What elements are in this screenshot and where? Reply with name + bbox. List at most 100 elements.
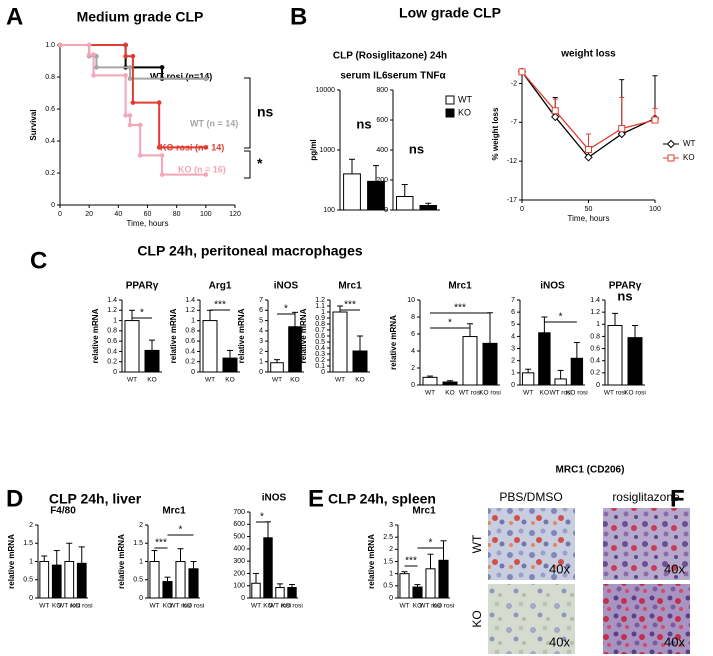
point: [618, 125, 626, 133]
x-tick-label: 100: [200, 211, 212, 218]
y-tick-label: 2: [389, 546, 393, 553]
y-tick-label: 2: [411, 365, 415, 372]
chart-title: serum TNFα: [387, 71, 446, 82]
bar: [462, 336, 478, 386]
column-label: rosiglitazone: [612, 490, 680, 504]
chart-title: serum IL6: [340, 71, 388, 82]
y-tick-label: 100: [323, 207, 335, 214]
point: [123, 53, 128, 59]
chart-title: PPARγ: [609, 281, 642, 292]
x-tick-label: KO: [540, 390, 549, 397]
x-axis-label: Time, hours: [127, 219, 169, 228]
y-tick-label: 0.9: [315, 315, 325, 322]
x-tick-label: 20: [85, 211, 93, 218]
point: [156, 145, 162, 150]
y-tick-label: 1.4: [185, 297, 195, 304]
bar: [162, 581, 173, 599]
x-tick-label: WT rosi: [419, 603, 441, 610]
y-tick-label: 1: [29, 558, 33, 565]
point: [159, 172, 165, 177]
bar: [412, 586, 423, 599]
x-tick-label: KO rosi: [71, 603, 93, 610]
point: [127, 76, 133, 81]
y-axis-label: relative mRNA: [7, 534, 16, 589]
point: [127, 122, 133, 128]
y-tick-label: 0.8: [185, 328, 195, 335]
y-tick-label: 6: [411, 331, 415, 338]
significance-label: *: [284, 304, 288, 315]
point: [584, 153, 593, 162]
point: [130, 53, 136, 59]
bar: [51, 564, 62, 599]
y-tick-label: 5: [511, 321, 515, 328]
chart-title: PPARγ: [126, 281, 159, 292]
y-tick-label: 0.3: [315, 351, 325, 358]
y-tick-label: 0.5: [133, 577, 143, 584]
y-tick-label: 1: [596, 321, 600, 328]
y-tick-label: 3: [511, 345, 515, 352]
y-tick-label: 1.2: [185, 307, 195, 314]
y-tick-label: 1.0: [45, 42, 55, 49]
y-tick-label: 2: [29, 522, 33, 529]
x-tick-label: WT rosi: [604, 390, 626, 397]
micrograph: [488, 508, 575, 580]
point: [86, 42, 92, 48]
column-label: PBS/DMSO: [499, 490, 562, 504]
chart-title: weight loss: [560, 49, 616, 60]
chart-title: Mrc1: [338, 281, 362, 292]
legend-swatch: [445, 95, 455, 105]
y-tick-label: -7: [511, 119, 517, 126]
point: [551, 107, 559, 115]
significance-label: *: [140, 308, 144, 319]
x-tick-label: 0: [520, 206, 524, 213]
x-tick-label: 80: [173, 211, 181, 218]
chart-title: F4/80: [50, 506, 76, 517]
legend-label: WT: [683, 139, 696, 148]
x-axis-label: Time, hours: [568, 214, 610, 223]
y-tick-label: 0.5: [383, 583, 393, 590]
y-tick-label: 4: [411, 348, 415, 355]
y-tick-label: 6: [259, 307, 263, 314]
micrograph: [603, 584, 690, 654]
bar: [288, 326, 302, 373]
point: [203, 145, 209, 150]
x-tick-label: WT: [425, 390, 435, 397]
x-tick-label: KO: [147, 377, 156, 384]
bar: [554, 378, 567, 386]
chart-title: iNOS: [262, 493, 287, 504]
y-tick-label: 1.5: [383, 558, 393, 565]
bar: [399, 573, 410, 599]
bar: [124, 320, 140, 373]
bar: [76, 562, 87, 599]
bar: [270, 362, 284, 373]
y-tick-label: 0.6: [185, 338, 195, 345]
y-axis-label: Survival: [29, 109, 38, 140]
y-tick-label: 0.4: [107, 348, 117, 355]
micrograph: [603, 508, 690, 580]
legend-swatch: [445, 108, 455, 118]
x-tick-label: WT: [39, 603, 49, 610]
significance-bracket: [244, 150, 251, 179]
y-tick-label: 0: [191, 369, 195, 376]
point: [137, 122, 143, 128]
y-tick-label: 0.8: [315, 321, 325, 328]
chart-title: iNOS: [540, 281, 565, 292]
panel-title: CLP 24h, liver: [49, 491, 142, 507]
series-label: KO rosi (n= 14): [160, 142, 224, 152]
bar: [343, 173, 361, 211]
chart-title: Mrc1: [162, 506, 186, 517]
point: [651, 116, 659, 124]
point: [127, 65, 133, 70]
x-tick-label: 100: [649, 206, 661, 213]
y-axis-label: pg/ml: [309, 139, 318, 160]
x-tick-label: KO: [163, 603, 172, 610]
significance-label: ns: [257, 104, 274, 120]
y-tick-label: -12: [507, 158, 517, 165]
bar: [422, 376, 438, 386]
series-label: KO (n = 16): [178, 164, 226, 174]
x-tick-label: KO rosi: [433, 603, 455, 610]
bar: [396, 196, 414, 211]
bar: [39, 561, 50, 599]
y-tick-label: 3: [259, 338, 263, 345]
y-tick-label: 1: [511, 370, 515, 377]
